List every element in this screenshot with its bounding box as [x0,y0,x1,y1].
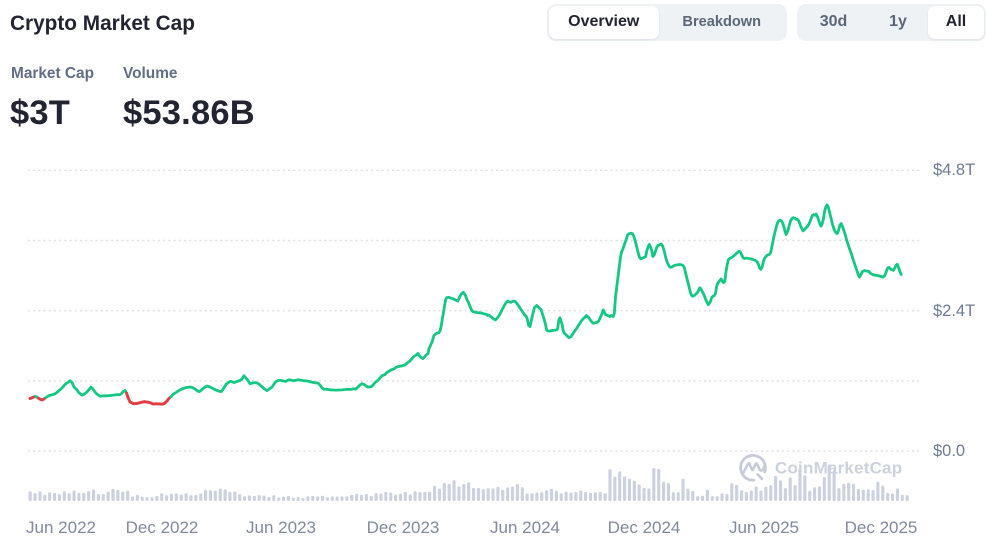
svg-text:CoinMarketCap: CoinMarketCap [775,459,902,478]
